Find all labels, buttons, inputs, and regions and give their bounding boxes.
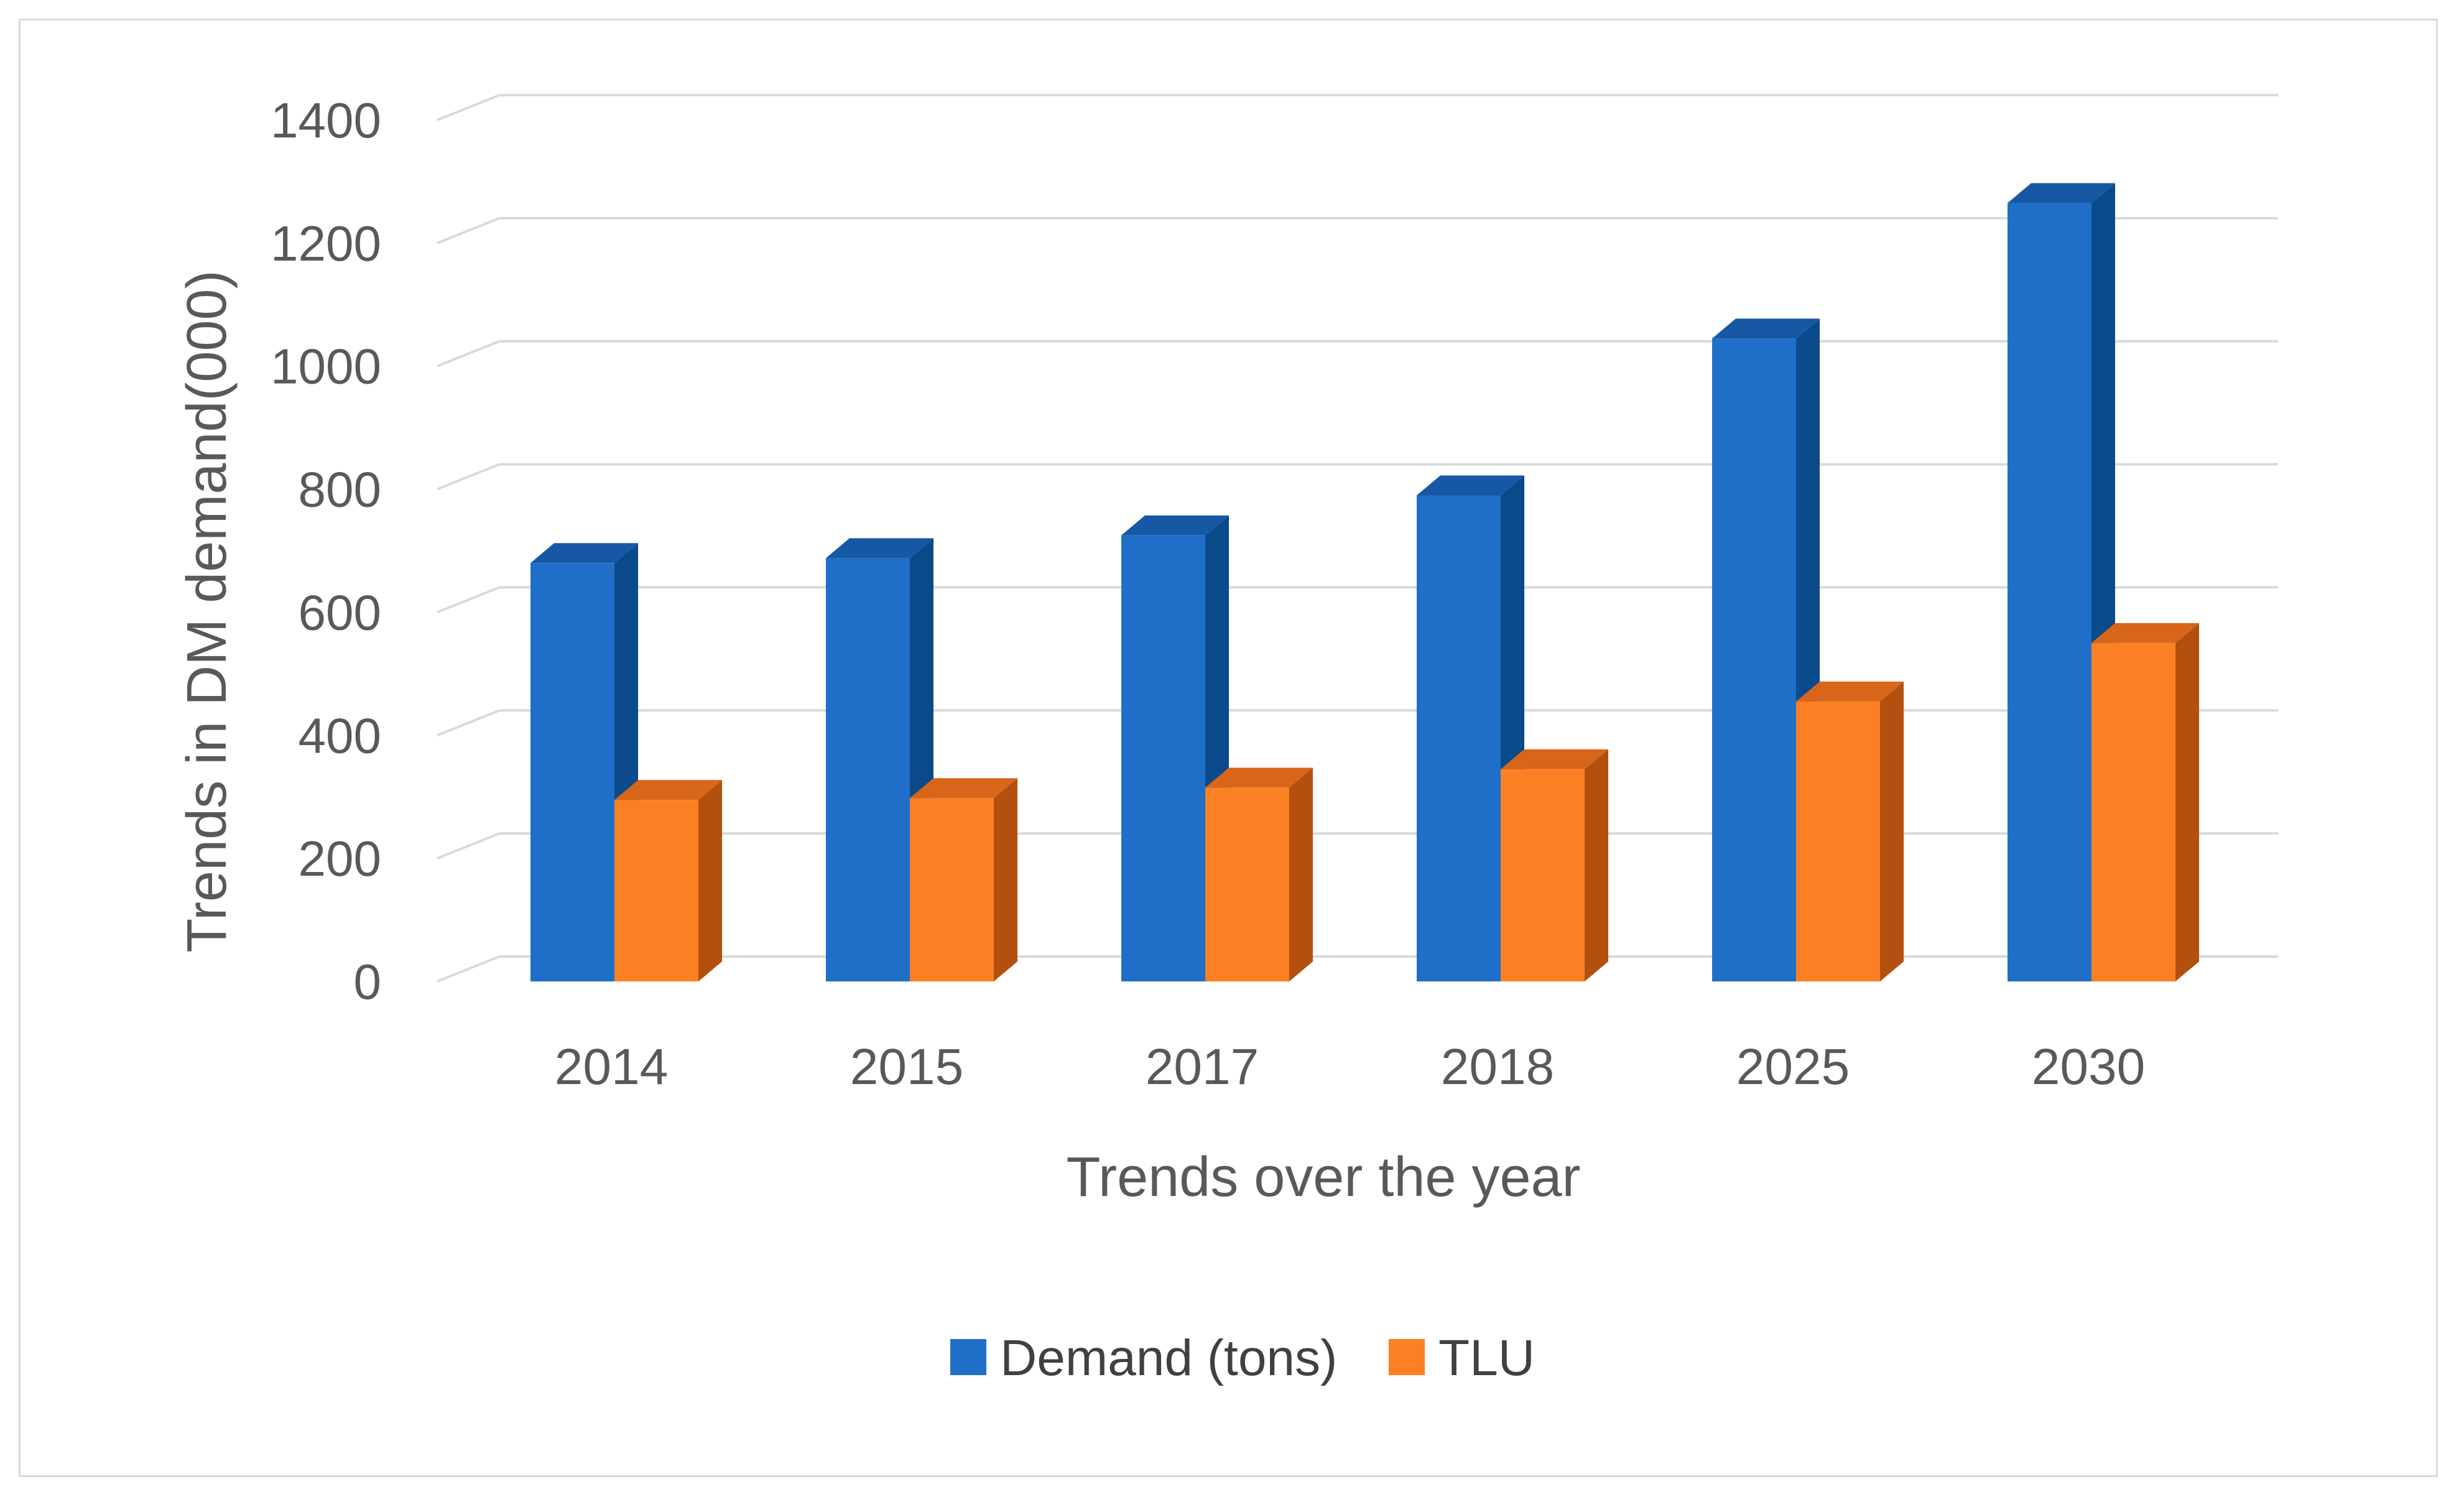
gridline-diag bbox=[437, 94, 500, 121]
gridline-diag bbox=[437, 217, 500, 244]
bar-top bbox=[2091, 623, 2199, 643]
bar-front bbox=[1205, 787, 1289, 981]
bar-front bbox=[1121, 535, 1205, 981]
bar-side bbox=[1289, 767, 1313, 981]
y-tick-label: 1400 bbox=[271, 93, 381, 148]
bar-tlu-2030 bbox=[2091, 623, 2199, 981]
x-tick-label: 2030 bbox=[2032, 1039, 2145, 1095]
bar-front bbox=[530, 563, 614, 981]
bar-top bbox=[1501, 749, 1608, 769]
bar-side bbox=[1585, 749, 1608, 981]
legend-label-demand: Demand (tons) bbox=[1000, 1330, 1337, 1386]
gridline-diag bbox=[437, 586, 500, 614]
bar-top bbox=[1712, 318, 1820, 339]
x-tick-labels: 2014 2015 2017 2018 2025 2030 bbox=[555, 1039, 2145, 1095]
bar-front bbox=[2008, 203, 2091, 981]
gridlines bbox=[437, 94, 2278, 983]
gridline-diag bbox=[437, 709, 500, 737]
x-tick-label: 2017 bbox=[1146, 1039, 1259, 1095]
bar-top bbox=[826, 538, 933, 559]
bar-side bbox=[2175, 623, 2199, 981]
gridline-diag bbox=[437, 340, 500, 368]
bar-top bbox=[910, 778, 1017, 799]
bar-side bbox=[1880, 681, 1904, 981]
bar-front bbox=[826, 558, 910, 981]
bar-tlu-2015 bbox=[910, 778, 1017, 981]
chart-frame: 0 200 400 600 800 1000 1200 1400 2014 2015 2017 20… bbox=[19, 19, 2438, 1477]
bar-front bbox=[1417, 495, 1501, 981]
y-tick-label: 0 bbox=[354, 954, 382, 1009]
y-axis-title: Trends in DM demand(000) bbox=[176, 270, 238, 952]
legend-swatch-tlu bbox=[1389, 1339, 1425, 1375]
y-tick-label: 1200 bbox=[271, 216, 381, 271]
y-tick-label: 400 bbox=[299, 708, 381, 763]
y-tick-label: 800 bbox=[299, 462, 381, 517]
legend-label-tlu: TLU bbox=[1438, 1330, 1535, 1386]
bar-top bbox=[1796, 681, 1904, 702]
bar-front bbox=[1796, 701, 1880, 981]
bar-tlu-2017 bbox=[1205, 767, 1313, 981]
bar-front bbox=[2091, 642, 2175, 981]
bar-tlu-2025 bbox=[1796, 681, 1904, 981]
bar-top bbox=[530, 543, 638, 563]
x-tick-label: 2014 bbox=[555, 1039, 668, 1095]
legend-swatch-demand bbox=[950, 1339, 986, 1375]
bar-front bbox=[910, 798, 994, 981]
x-tick-label: 2015 bbox=[850, 1039, 963, 1095]
gridline-diag bbox=[437, 463, 500, 491]
y-tick-labels: 0 200 400 600 800 1000 1200 1400 bbox=[271, 93, 381, 1009]
bar-top bbox=[1205, 767, 1313, 788]
bars bbox=[530, 183, 2199, 981]
gridline-diag bbox=[437, 955, 500, 983]
y-tick-label: 600 bbox=[299, 585, 381, 640]
bar-tlu-2014 bbox=[614, 780, 722, 981]
gridline-diag bbox=[437, 832, 500, 860]
legend: Demand (tons) TLU bbox=[950, 1330, 1535, 1386]
bar-tlu-2018 bbox=[1501, 749, 1608, 981]
bar-demand-tons-2015 bbox=[826, 538, 933, 981]
x-tick-label: 2025 bbox=[1736, 1039, 1850, 1095]
bar-front bbox=[614, 800, 698, 981]
bar-top bbox=[1121, 515, 1229, 535]
bar-side bbox=[994, 778, 1017, 981]
y-tick-label: 1000 bbox=[271, 339, 381, 394]
bar-top bbox=[614, 780, 722, 800]
x-tick-label: 2018 bbox=[1441, 1039, 1554, 1095]
bar-top bbox=[1417, 475, 1524, 496]
y-tick-label: 200 bbox=[299, 831, 381, 886]
bar-front bbox=[1501, 769, 1585, 981]
bar-side bbox=[698, 780, 722, 981]
bar-top bbox=[2008, 183, 2115, 203]
bar-front bbox=[1712, 338, 1796, 981]
x-axis-title: Trends over the year bbox=[1066, 1146, 1580, 1208]
